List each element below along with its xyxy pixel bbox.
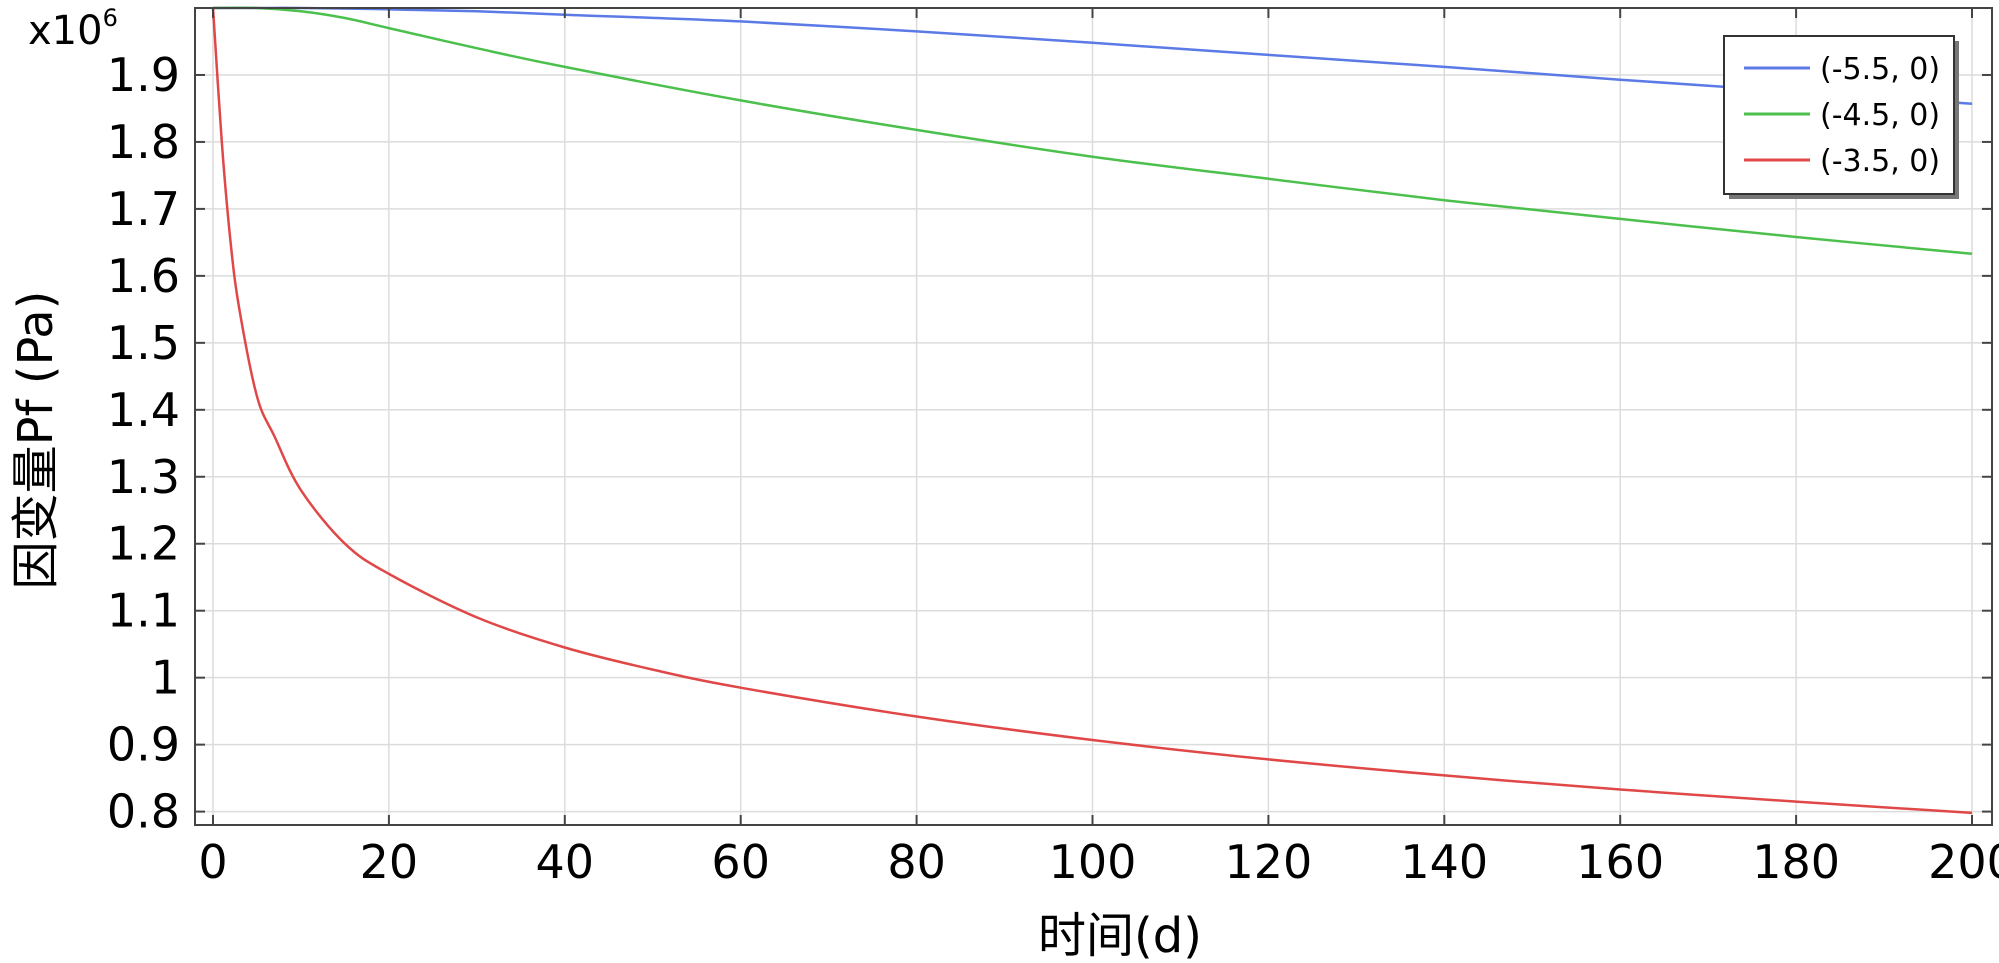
y-tick-label: 1.6 xyxy=(107,249,180,303)
y-tick-label: 1.1 xyxy=(107,584,180,638)
x-tick-labels: 0 20 40 60 80 100 120 140 160 180 200 xyxy=(198,835,1999,889)
series-line xyxy=(212,6,1973,256)
series-lines xyxy=(211,6,1973,815)
y-tick-label: 1.4 xyxy=(107,383,180,437)
axis-ticks xyxy=(195,8,1992,825)
legend-label: (-5.5, 0) xyxy=(1820,52,1940,87)
y-tick-label: 1.8 xyxy=(107,115,180,169)
series-line xyxy=(212,6,1973,106)
y-tick-label: 1 xyxy=(151,651,180,705)
legend-items: (-5.5, 0) (-4.5, 0) (-3.5, 0) xyxy=(1744,52,1940,179)
x-axis-title: 时间(d) xyxy=(1038,908,1202,963)
y-tick-label: 0.9 xyxy=(107,718,180,772)
y-tick-label: 1.7 xyxy=(107,182,180,236)
plot-background xyxy=(195,8,1992,825)
y-multiplier-exponent: 6 xyxy=(103,4,118,32)
legend: (-5.5, 0) (-4.5, 0) (-3.5, 0) xyxy=(1723,35,1959,199)
x-tick-label: 160 xyxy=(1576,835,1664,889)
x-tick-label: 40 xyxy=(536,835,595,889)
x-tick-label: 80 xyxy=(887,835,946,889)
legend-label: (-3.5, 0) xyxy=(1820,144,1940,179)
x-tick-label: 180 xyxy=(1752,835,1840,889)
y-tick-label: 1.9 xyxy=(107,48,180,102)
y-tick-label: 0.8 xyxy=(107,785,180,839)
y-tick-label: 1.2 xyxy=(107,517,180,571)
series-line xyxy=(211,7,1973,815)
x-tick-label: 60 xyxy=(711,835,770,889)
y-multiplier: x106 xyxy=(28,4,118,54)
legend-label: (-4.5, 0) xyxy=(1820,98,1940,133)
x-tick-label: 100 xyxy=(1049,835,1137,889)
y-tick-label: 1.3 xyxy=(107,450,180,504)
x-tick-label: 140 xyxy=(1400,835,1488,889)
y-tick-labels: 0.8 0.9 1 1.1 1.2 1.3 1.4 1.5 1.6 1.7 1.8 1.9 xyxy=(107,48,180,839)
y-multiplier-base: x10 xyxy=(28,8,103,54)
x-tick-label: 20 xyxy=(360,835,419,889)
y-axis-title: 因变量Pf (Pa) xyxy=(8,291,64,590)
x-tick-label: 200 xyxy=(1928,835,1999,889)
y-tick-label: 1.5 xyxy=(107,316,180,370)
grid-lines xyxy=(195,8,1992,825)
x-tick-label: 120 xyxy=(1224,835,1312,889)
x-tick-label: 0 xyxy=(198,835,227,889)
